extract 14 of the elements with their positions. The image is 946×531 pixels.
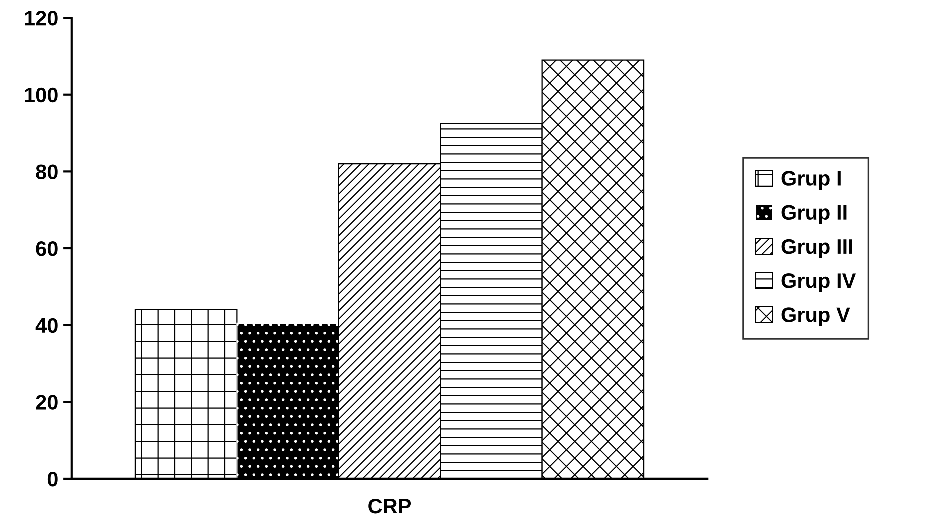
y-tick-label: 100 (25, 88, 58, 103)
y-tick-label: 20 (36, 395, 58, 410)
bar (236, 322, 340, 479)
y-tick-label: 120 (25, 11, 58, 26)
legend-label: Grup IV (782, 274, 856, 292)
legend-label: Grup I (782, 171, 841, 190)
y-tick-label: 0 (48, 472, 58, 487)
legend-label: Grup II (782, 205, 847, 224)
y-tick-label: 60 (36, 242, 58, 256)
legend-label: Grup III (782, 239, 852, 258)
legend-label: Grup V (782, 308, 850, 327)
y-tick-label: 80 (36, 164, 58, 180)
y-tick-label: 40 (36, 318, 58, 334)
x-tick-label: CRP (368, 498, 412, 514)
